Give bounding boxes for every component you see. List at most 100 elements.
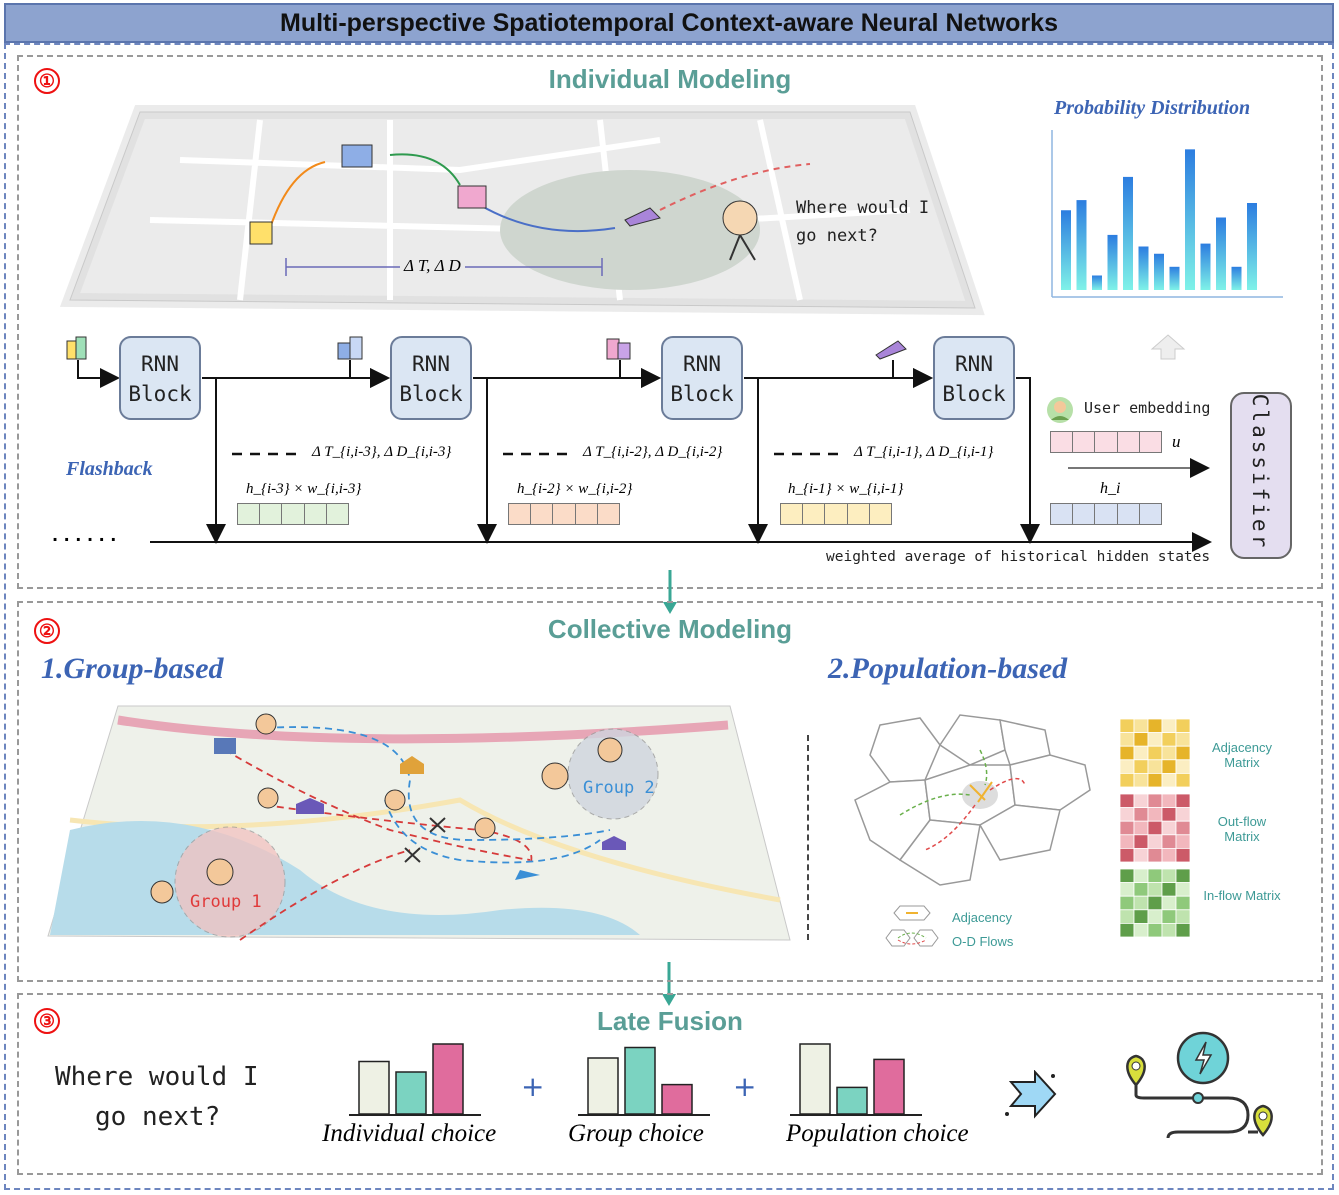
matrix-cell — [1120, 732, 1135, 747]
matrix-cell — [1147, 834, 1163, 849]
matrix-cell — [1147, 759, 1163, 774]
adjacency-legend-icon — [893, 905, 931, 921]
probability-bar — [1200, 243, 1211, 290]
matrix-cell — [1175, 909, 1190, 924]
matrix-cell — [1120, 869, 1135, 884]
matrix-cell — [1133, 759, 1149, 774]
probability-chart — [1051, 130, 1283, 298]
matrix-cell — [1147, 773, 1163, 787]
probability-bar — [1154, 253, 1164, 290]
outflow-matrix — [1120, 794, 1190, 862]
matrix-cell — [1147, 869, 1163, 884]
weighted-average-label: weighted average of historical hidden st… — [826, 549, 1211, 565]
probability-bar — [1107, 234, 1118, 290]
map-question: Where would I go next? — [796, 198, 930, 246]
matrix-cell — [1133, 732, 1149, 747]
interval-label-2: Δ T_{i,i-2}, Δ D_{i,i-2} — [583, 444, 723, 460]
rnn-chain-lines — [77, 360, 1212, 552]
section-number-2: ② — [34, 618, 60, 644]
interval-label-1: Δ T_{i,i-3}, Δ D_{i,i-3} — [312, 444, 452, 460]
user-embedding-vector — [1050, 431, 1162, 453]
matrix-cell — [1175, 732, 1190, 747]
section-connector-arrow-1 — [663, 570, 677, 614]
adjacency-matrix — [1120, 719, 1190, 787]
interval-label-3: Δ T_{i,i-1}, Δ D_{i,i-1} — [854, 444, 994, 460]
fusion-bar — [432, 1043, 464, 1115]
matrix-cell — [1120, 807, 1135, 822]
matrix-cell — [1120, 759, 1135, 774]
matrix-cell — [1175, 807, 1190, 822]
poi-icon-4 — [875, 340, 907, 360]
matrix-cell — [1133, 909, 1149, 924]
matrix-cell — [1161, 773, 1177, 787]
section-title-collective: Collective Modeling — [547, 614, 793, 644]
matrix-cell — [1175, 848, 1190, 862]
adjacency-matrix-label: Adjacency Matrix — [1212, 740, 1272, 770]
matrix-cell — [1175, 794, 1190, 809]
route-destination-icon — [1126, 1031, 1273, 1139]
population-based-title: 2.Population-based — [828, 652, 1068, 685]
rnn-label: Block — [399, 382, 463, 406]
matrix-cell — [1147, 732, 1163, 747]
individual-map-illustration — [60, 105, 985, 316]
population-choice-chart — [790, 1043, 922, 1116]
section-title-late-fusion: Late Fusion — [597, 1006, 743, 1036]
group-based-title: 1.Group-based — [41, 652, 224, 685]
inflow-matrix-label: In-flow Matrix — [1203, 888, 1281, 903]
matrix-cell — [1147, 820, 1163, 836]
rnn-label: RNN — [412, 352, 450, 376]
divider-line — [807, 735, 809, 940]
matrix-cell — [1161, 869, 1177, 884]
inflow-matrix — [1120, 869, 1190, 937]
hidden-vector-2 — [508, 503, 620, 525]
group-1-label: Group 1 — [190, 892, 262, 912]
matrix-cell — [1120, 895, 1135, 911]
matrix-cell — [1147, 807, 1163, 822]
current-hidden-vector — [1050, 503, 1162, 525]
section-number-3: ③ — [34, 1008, 60, 1034]
matrix-cell — [1133, 834, 1149, 849]
fusion-bar — [624, 1046, 656, 1115]
matrix-cell — [1161, 895, 1177, 911]
probability-bar — [1076, 200, 1087, 290]
fusion-bar — [873, 1058, 905, 1115]
fusion-bar — [836, 1086, 868, 1115]
matrix-cell — [1161, 759, 1177, 774]
user-embedding-label: User embedding — [1084, 399, 1211, 417]
probability-title: Probability Distribution — [1054, 97, 1251, 119]
flashback-label: Flashback — [66, 458, 153, 480]
matrix-cell — [1120, 834, 1135, 849]
history-dots: · · · · · · — [52, 530, 117, 549]
matrix-cell — [1161, 909, 1177, 924]
group-choice-chart — [578, 1046, 710, 1116]
plus-sign-2: + — [733, 1070, 757, 1103]
matrix-cell — [1161, 807, 1177, 822]
matrix-cell — [1120, 909, 1135, 924]
matrix-cell — [1133, 848, 1149, 862]
legend-od-label: O-D Flows — [952, 934, 1014, 949]
rnn-block-2: RNN Block — [390, 336, 472, 420]
hidden-vector-3 — [780, 503, 892, 525]
matrix-cell — [1175, 923, 1190, 937]
matrix-cell — [1120, 848, 1135, 862]
section-collective — [17, 601, 1323, 982]
matrix-cell — [1161, 848, 1177, 862]
forward-arrow-icon — [1005, 1070, 1057, 1119]
probability-bar — [1216, 217, 1226, 290]
rnn-label: RNN — [141, 352, 179, 376]
matrix-cell — [1133, 773, 1149, 787]
matrix-cell — [1133, 923, 1149, 937]
h-symbol: h_i — [1100, 480, 1121, 497]
plus-sign-1: + — [521, 1070, 545, 1103]
matrix-cell — [1147, 719, 1163, 734]
rnn-block-1: RNN Block — [119, 336, 201, 420]
matrix-cell — [1147, 794, 1163, 809]
matrix-cell — [1161, 834, 1177, 849]
weighted-label-3: h_{i-1} × w_{i,i-1} — [788, 481, 904, 497]
weighted-label-2: h_{i-2} × w_{i,i-2} — [517, 481, 633, 497]
matrix-cell — [1147, 745, 1163, 761]
outflow-matrix-label: Out-flow Matrix — [1217, 814, 1267, 844]
matrix-cell — [1175, 745, 1190, 761]
page-title: Multi-perspective Spatiotemporal Context… — [4, 3, 1334, 43]
matrix-cell — [1133, 820, 1149, 836]
